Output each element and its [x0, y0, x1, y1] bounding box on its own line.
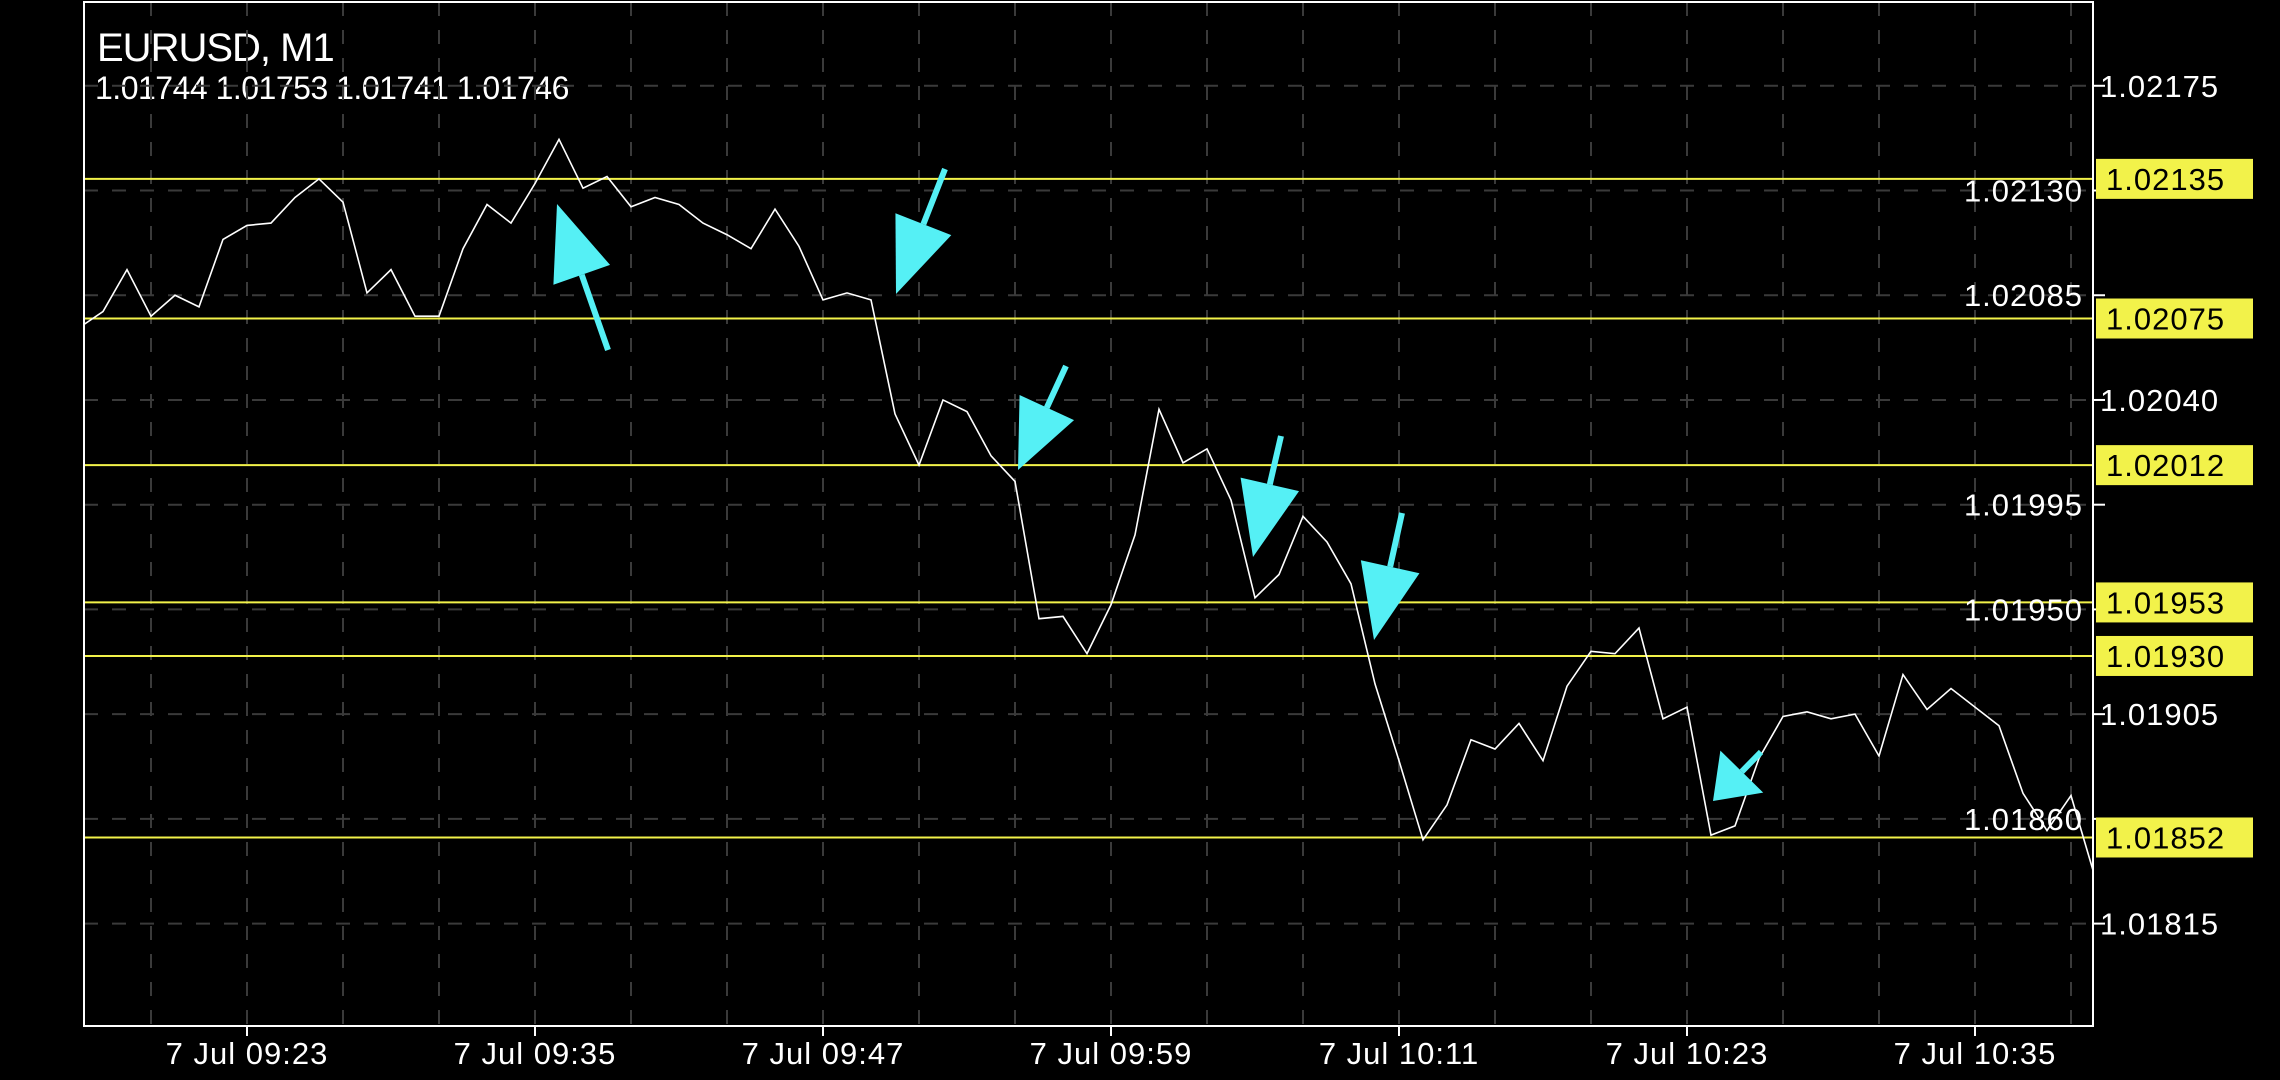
arrow-head: [1240, 477, 1300, 557]
y-tick-label: 1.01950: [1964, 592, 2083, 627]
y-tick-label: 1.01905: [2100, 697, 2219, 732]
arrow-head: [1018, 395, 1075, 470]
price-axis: 1.02175 1.02130 1.02085 1.02040 1.01995 1.019…: [1964, 69, 2219, 942]
x-tick-label: 7 Jul 10:35: [1894, 1036, 2057, 1071]
level-badge-label: 1.01930: [2106, 639, 2225, 674]
arrow-down-icon: [895, 167, 952, 294]
x-tick-label: 7 Jul 10:11: [1319, 1036, 1479, 1071]
level-badge-label: 1.02135: [2106, 162, 2225, 197]
x-tick-label: 7 Jul 09:47: [742, 1036, 905, 1071]
arrow-shaft: [1739, 749, 1764, 774]
y-tick-label: 1.01995: [1964, 488, 2083, 523]
x-tick-label: 7 Jul 09:35: [454, 1036, 617, 1071]
level-badge-label: 1.02075: [2106, 302, 2225, 337]
arrow-shaft: [920, 167, 948, 226]
arrow-down-icon: [1713, 749, 1764, 801]
level-badge: [2096, 445, 2253, 486]
level-badge: [2096, 582, 2253, 623]
arrow-shaft: [1266, 435, 1284, 486]
chart-title: EURUSD, M1: [97, 26, 335, 70]
arrow-head: [1713, 750, 1764, 801]
x-tick-label: 7 Jul 09:59: [1030, 1036, 1193, 1071]
y-tick-label: 1.01815: [2100, 907, 2219, 942]
arrow-shaft: [578, 273, 611, 351]
y-tick-label: 1.02040: [2100, 383, 2219, 418]
price-series: [84, 137, 2093, 874]
level-badge-label: 1.02012: [2106, 448, 2225, 483]
level-badge: [2096, 817, 2253, 858]
arrow-head: [1360, 560, 1420, 640]
level-badge-label: 1.01852: [2106, 820, 2225, 855]
level-badge-label: 1.01953: [2106, 585, 2225, 620]
level-badge: [2096, 298, 2253, 339]
time-axis: 7 Jul 09:23 7 Jul 09:35 7 Jul 09:47 7 Jul 0…: [166, 1026, 2057, 1071]
arrow-down-icon: [1360, 512, 1420, 640]
arrow-down-icon: [1018, 364, 1075, 470]
grid: [84, 2, 2093, 1026]
plot-frame: [83, 1, 2094, 1027]
price-line: [84, 137, 2093, 874]
level-badges: 1.02135 1.02075 1.02012 1.01953 1.01930 1.018…: [2096, 158, 2253, 858]
level-badge: [2096, 158, 2253, 199]
level-badge: [2096, 635, 2253, 676]
arrow-head: [895, 213, 952, 294]
y-tick-label: 1.01860: [1964, 802, 2083, 837]
arrow-up-icon: [553, 204, 611, 351]
x-tick-label: 7 Jul 10:23: [1606, 1036, 1769, 1071]
arrow-annotations: [553, 167, 1764, 801]
arrow-shaft: [1387, 512, 1405, 568]
ohlc-readout: 1.01744 1.01753 1.01741 1.01746: [95, 70, 569, 106]
arrow-down-icon: [1240, 435, 1300, 557]
x-tick-label: 7 Jul 09:23: [166, 1036, 329, 1071]
y-tick-label: 1.02085: [1964, 278, 2083, 313]
arrow-head: [553, 204, 611, 285]
y-tick-label: 1.02175: [2100, 69, 2219, 104]
arrow-shaft: [1044, 364, 1069, 409]
y-tick-label: 1.02130: [1964, 174, 2083, 209]
horizontal-levels: [84, 177, 2093, 839]
